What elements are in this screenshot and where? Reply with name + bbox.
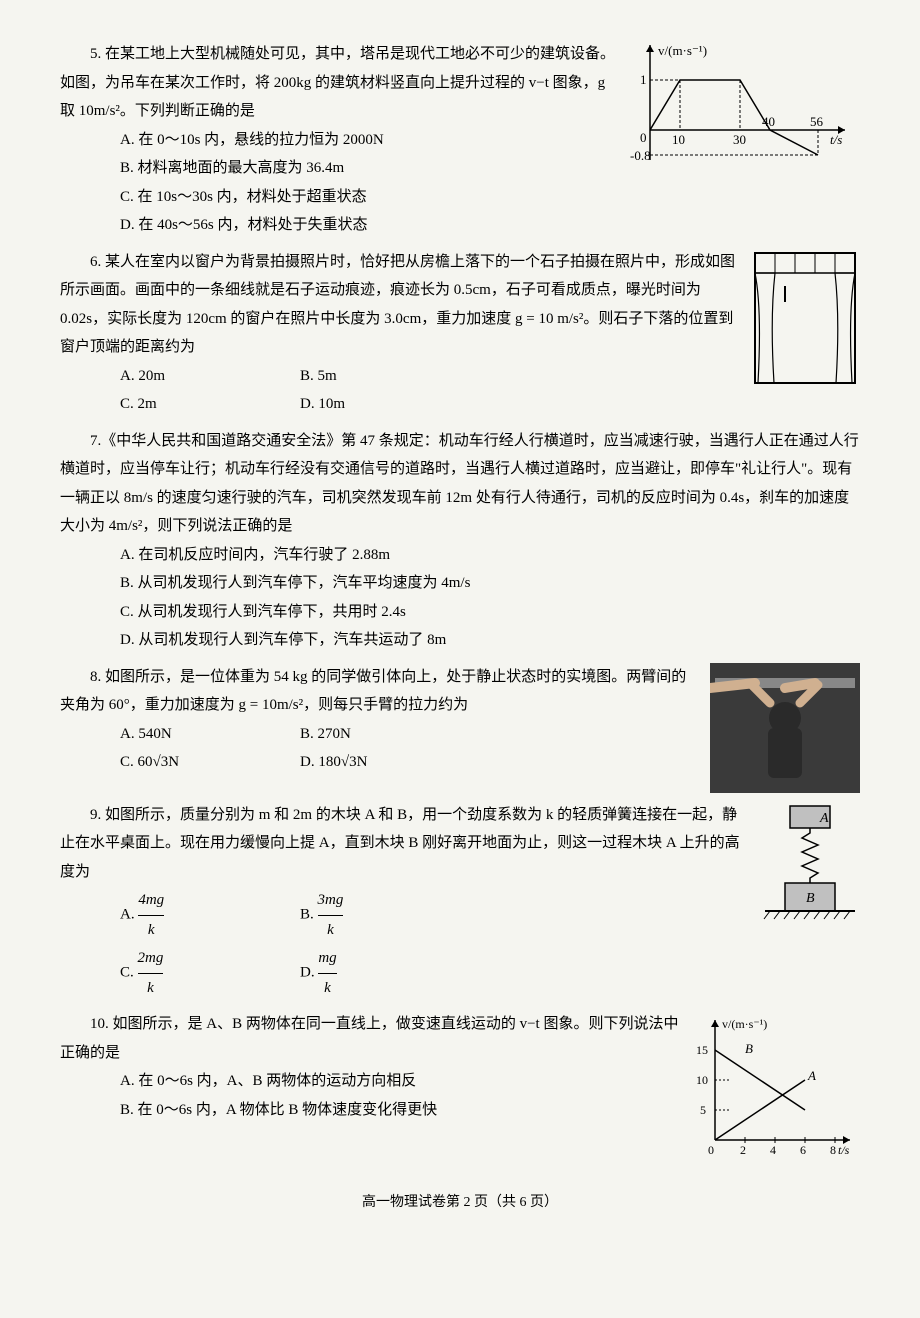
question-6: 6. 某人在室内以窗户为背景拍摄照片时，恰好把从房檐上落下的一个石子拍摄在照片中… (60, 248, 860, 419)
q7-opt-c: C. 从司机发现行人到汽车停下，共用时 2.4s (120, 598, 860, 627)
q6-opt-c: C. 2m (120, 390, 260, 419)
question-8: 8. 如图所示，是一位体重为 54 kg 的同学做引体向上，处于静止状态时的实境… (60, 663, 860, 793)
q10-b-label: B (745, 1041, 753, 1056)
svg-text:B: B (806, 891, 815, 906)
q10-y5: 5 (700, 1103, 706, 1117)
q9-options: A. 4mgk B. 3mgk C. 2mgk D. mgk (60, 886, 860, 1002)
q8-opt-b: B. 270N (300, 720, 440, 749)
q5-opt-d: D. 在 40s～56s 内，材料处于失重状态 (120, 211, 860, 240)
q10-xlabel: t/s (838, 1143, 850, 1157)
q5-xtick-56: 56 (810, 114, 824, 129)
q10-x8: 8 (830, 1143, 836, 1157)
question-5: v/(m·s⁻¹) 1 0 10 30 40 56 -0.8 t/s 5. 在某… (60, 40, 860, 240)
q6-text: 6. 某人在室内以窗户为背景拍摄照片时，恰好把从房檐上落下的一个石子拍摄在照片中… (60, 248, 860, 362)
q10-chart: A B 5 10 15 0 2 4 6 8 v/(m·s⁻¹) t/s (690, 1010, 860, 1160)
q8-opt-d: D. 180√3N (300, 748, 440, 777)
q6-opt-b: B. 5m (300, 362, 440, 391)
q5-ylabel: v/(m·s⁻¹) (658, 43, 707, 58)
q6-opt-a: A. 20m (120, 362, 260, 391)
q9-opt-d: D. mgk (300, 944, 440, 1002)
q7-text: 7.《中华人民共和国道路交通安全法》第 47 条规定：机动车行经人行横道时，应当… (60, 427, 860, 541)
q9-text: 9. 如图所示，质量分别为 m 和 2m 的木块 A 和 B，用一个劲度系数为 … (60, 801, 860, 887)
q10-a-label: A (807, 1068, 816, 1083)
q9-opt-c: C. 2mgk (120, 944, 260, 1002)
q9-opt-a: A. 4mgk (120, 886, 260, 944)
q10-y15: 15 (696, 1043, 708, 1057)
q8-opt-c: C. 60√3N (120, 748, 260, 777)
q5-xtick-40: 40 (762, 114, 775, 129)
q5-xtick-10: 10 (672, 132, 685, 147)
page-footer: 高一物理试卷第 2 页（共 6 页） (60, 1190, 860, 1217)
q5-xtick-30: 30 (733, 132, 746, 147)
q10-x4: 4 (770, 1143, 776, 1157)
q10-x6: 6 (800, 1143, 806, 1157)
q9-spring-figure: A B (760, 801, 860, 931)
q7-opt-b: B. 从司机发现行人到汽车停下，汽车平均速度为 4m/s (120, 569, 860, 598)
q9-opt-b: B. 3mgk (300, 886, 440, 944)
q10-y10: 10 (696, 1073, 708, 1087)
q5-ytick-1: 1 (640, 72, 647, 87)
q5-chart: v/(m·s⁻¹) 1 0 10 30 40 56 -0.8 t/s (630, 40, 860, 170)
q8-opt-a: A. 540N (120, 720, 260, 749)
q10-x2: 2 (740, 1143, 746, 1157)
q10-x0: 0 (708, 1143, 714, 1157)
q5-xlabel: t/s (830, 132, 842, 147)
q8-pullup-figure (710, 663, 860, 793)
q5-ytick-08: -0.8 (630, 148, 651, 163)
svg-text:A: A (819, 811, 829, 826)
q6-window-figure (750, 248, 860, 388)
q7-opt-a: A. 在司机反应时间内，汽车行驶了 2.88m (120, 541, 860, 570)
q6-opt-d: D. 10m (300, 390, 440, 419)
q10-ylabel: v/(m·s⁻¹) (722, 1017, 767, 1031)
q5-opt-c: C. 在 10s～30s 内，材料处于超重状态 (120, 183, 860, 212)
question-9: A B 9. 如图所示，质量分别为 m 和 2m 的木块 A 和 B，用一个劲度… (60, 801, 860, 1003)
question-7: 7.《中华人民共和国道路交通安全法》第 47 条规定：机动车行经人行横道时，应当… (60, 427, 860, 655)
q6-options: A. 20m B. 5m C. 2m D. 10m (60, 362, 860, 419)
question-10: A B 5 10 15 0 2 4 6 8 v/(m·s⁻¹) t/s 10. … (60, 1010, 860, 1160)
q7-options: A. 在司机反应时间内，汽车行驶了 2.88m B. 从司机发现行人到汽车停下，… (60, 541, 860, 655)
q5-xtick-0: 0 (640, 130, 647, 145)
q7-opt-d: D. 从司机发现行人到汽车停下，汽车共运动了 8m (120, 626, 860, 655)
